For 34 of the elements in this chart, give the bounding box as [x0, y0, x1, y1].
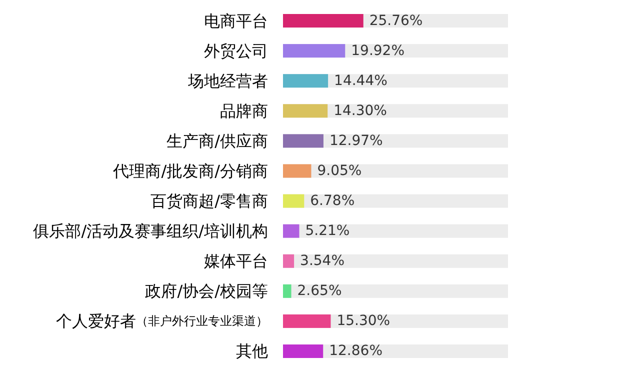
y-tick-label: 政府/协会/校园等 [145, 282, 268, 301]
y-tick-label: 其他 [236, 342, 268, 361]
y-tick-label: 外贸公司 [204, 41, 268, 60]
data-label: 5.21% [305, 223, 350, 240]
bar [283, 104, 328, 118]
y-tick-label: 个人爱好者（非户外行业专业渠道） [56, 312, 268, 331]
y-tick-label: 代理商/批发商/分销商 [112, 161, 268, 180]
data-label: 19.92% [351, 42, 405, 59]
y-tick-label: 生产商/供应商 [166, 131, 268, 150]
y-tick-label: 俱乐部/活动及赛事组织/培训机构 [33, 222, 268, 241]
y-tick-label: 品牌商 [220, 101, 268, 120]
bar [283, 194, 304, 208]
data-label: 9.05% [317, 162, 362, 179]
data-label: 14.30% [334, 102, 387, 119]
bar [283, 314, 331, 328]
bar [283, 254, 294, 268]
data-label: 12.97% [329, 132, 383, 149]
bar [283, 344, 324, 358]
bar [283, 224, 300, 238]
y-tick-label: 百货商超/零售商 [150, 192, 268, 211]
bar [283, 134, 324, 148]
bar [283, 284, 292, 298]
data-label: 14.44% [334, 72, 388, 89]
data-label: 6.78% [310, 193, 355, 210]
y-tick-label: 媒体平台 [204, 252, 268, 271]
data-label: 15.30% [336, 313, 390, 330]
y-tick-label: 场地经营者 [187, 71, 268, 90]
y-tick-label: 电商平台 [204, 11, 268, 30]
bar [283, 164, 312, 178]
data-label: 25.76% [369, 12, 423, 29]
data-label: 12.86% [329, 343, 383, 360]
bar [283, 74, 328, 88]
data-label: 2.65% [297, 283, 342, 300]
data-label: 3.54% [300, 253, 345, 270]
